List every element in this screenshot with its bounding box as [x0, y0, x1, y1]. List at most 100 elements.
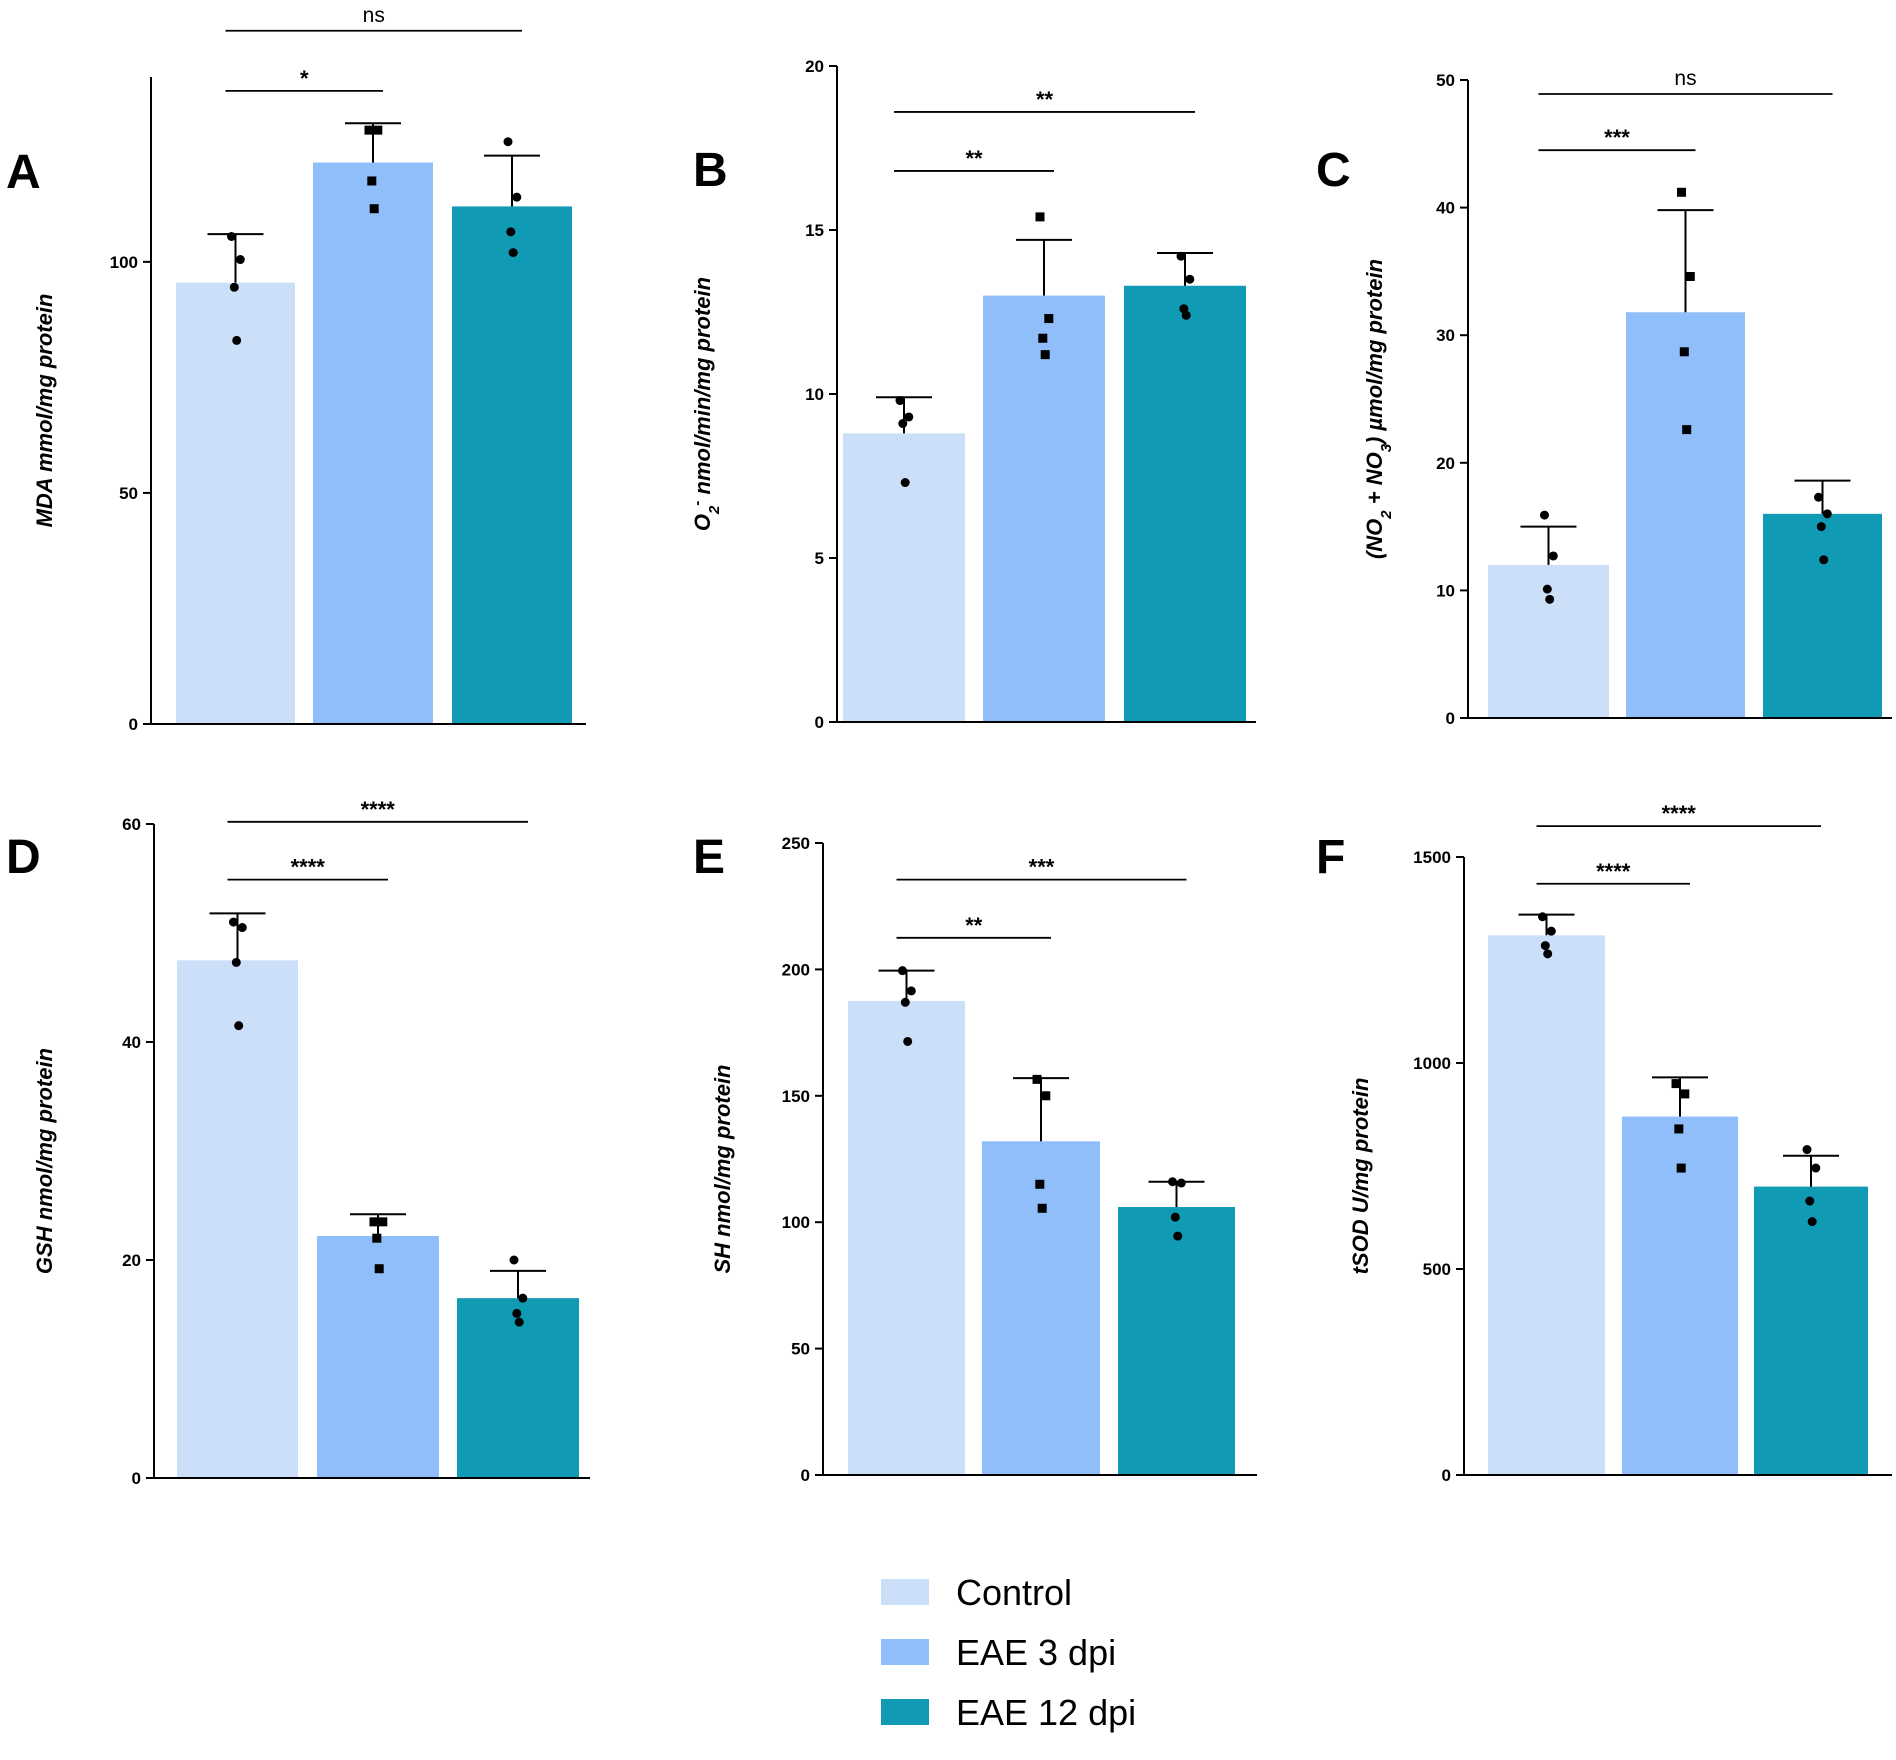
chart-panel-c: C (NO2 + NO3) µmol/mg protein 0 10 20 30 40 50 *… [1316, 67, 1892, 728]
error-bar [1783, 1154, 1839, 1187]
data-point [900, 478, 910, 488]
data-point [234, 1021, 244, 1031]
y-tick-label: 20 [122, 1251, 141, 1270]
panel-letter: E [693, 831, 725, 884]
data-point [1679, 347, 1689, 357]
error-bar [1013, 1077, 1069, 1142]
y-tick-label: 30 [1436, 326, 1455, 345]
data-point [895, 396, 905, 406]
data-point [1032, 1074, 1042, 1084]
data-point [1540, 510, 1549, 520]
significance-label: *** [1029, 855, 1055, 880]
chart-panel-a: A MDA mmol/mg protein 0 50 100 * ns [6, 4, 586, 734]
error-bar [1016, 238, 1072, 296]
bar-b-1 [843, 433, 965, 722]
y-tick-label: 10 [1436, 581, 1455, 600]
y-tick-label: 60 [122, 815, 141, 834]
significance-label: ** [965, 913, 983, 938]
data-point [1185, 274, 1195, 284]
data-point [369, 204, 379, 214]
bar-b-3 [1124, 285, 1246, 722]
data-point [512, 192, 522, 202]
legend-swatch [881, 1699, 929, 1725]
y-tick-label: 500 [1423, 1260, 1451, 1279]
y-tick-label: 150 [782, 1087, 810, 1106]
bar-c-2 [1626, 312, 1745, 718]
y-axis-label-part: nmol/min/mg protein [690, 277, 715, 501]
data-point [1676, 1163, 1686, 1173]
data-point [229, 282, 239, 292]
data-point [1807, 1217, 1817, 1227]
error-bar [876, 396, 932, 434]
data-point [1040, 350, 1050, 360]
data-point [508, 248, 518, 258]
y-tick-label: 15 [805, 221, 824, 240]
y-tick-label: 0 [1446, 709, 1455, 728]
y-tick-label: 40 [122, 1033, 141, 1052]
data-point [232, 335, 242, 345]
data-point [1038, 333, 1048, 343]
y-axis-label-part: (NO [1362, 519, 1387, 559]
panel-letter: A [6, 146, 41, 199]
data-point [514, 1317, 524, 1327]
y-axis-label: SH nmol/mg protein [710, 1065, 735, 1274]
data-point [1671, 1079, 1681, 1089]
error-bar [1157, 251, 1213, 286]
data-point [1538, 912, 1547, 922]
y-axis-label: tSOD U/mg protein [1348, 1078, 1373, 1275]
panel-letter: F [1316, 831, 1345, 884]
data-point [1540, 941, 1550, 951]
y-tick-label: 0 [1442, 1466, 1451, 1485]
legend-swatch [881, 1639, 929, 1665]
significance-label: ns [363, 4, 385, 27]
data-point [518, 1293, 528, 1303]
y-tick-label: 20 [1436, 454, 1455, 473]
bar-d-1 [177, 960, 298, 1478]
y-axis-label: O2- nmol/min/mg protein [689, 277, 723, 531]
data-point [898, 419, 908, 429]
data-point [1041, 1091, 1051, 1101]
y-axis-label-part: + NO [1362, 452, 1387, 510]
y-tick-label: 100 [110, 253, 138, 272]
error-bar [1657, 209, 1714, 313]
significance-label: **** [361, 797, 396, 822]
data-point [1035, 212, 1045, 222]
panel-letter: D [6, 831, 41, 884]
data-point [1548, 551, 1558, 561]
y-axis-label-part: 3 [1378, 443, 1395, 452]
significance-label: **** [1662, 801, 1697, 826]
y-tick-label: 10 [805, 385, 824, 404]
data-point [1674, 1124, 1684, 1134]
data-point [1173, 1231, 1183, 1241]
y-axis-label-part: ) µmol/mg protein [1362, 259, 1387, 446]
data-point [1677, 187, 1686, 197]
y-tick-label: 100 [782, 1213, 810, 1232]
significance-label: ns [1674, 67, 1696, 90]
y-axis-label-part: O [690, 514, 715, 531]
data-point [1037, 1203, 1047, 1213]
data-point [512, 1308, 522, 1318]
significance-label: * [300, 66, 309, 91]
legend-label: EAE 3 dpi [956, 1632, 1116, 1673]
data-point [369, 1217, 379, 1227]
y-tick-label: 50 [791, 1340, 810, 1359]
bar-a-2 [313, 162, 433, 724]
bar-d-2 [317, 1236, 439, 1478]
bar-e-2 [982, 1141, 1100, 1475]
data-point [373, 125, 383, 135]
y-tick-label: 250 [782, 834, 810, 853]
data-point [506, 227, 516, 237]
y-axis-label-part: SH nmol/mg protein [710, 1065, 735, 1274]
data-point [900, 997, 910, 1007]
y-tick-label: 20 [805, 57, 824, 76]
data-point [235, 255, 245, 265]
y-tick-label: 0 [129, 715, 138, 734]
y-axis-label: GSH nmol/mg protein [32, 1048, 57, 1274]
significance-label: **** [291, 855, 326, 880]
bar-d-3 [457, 1298, 579, 1478]
y-axis-label: (NO2 + NO3) µmol/mg protein [1362, 259, 1395, 559]
data-point [1546, 926, 1556, 936]
chart-panel-b: B O2- nmol/min/mg protein 0 5 10 15 20 ** ** [689, 57, 1256, 732]
